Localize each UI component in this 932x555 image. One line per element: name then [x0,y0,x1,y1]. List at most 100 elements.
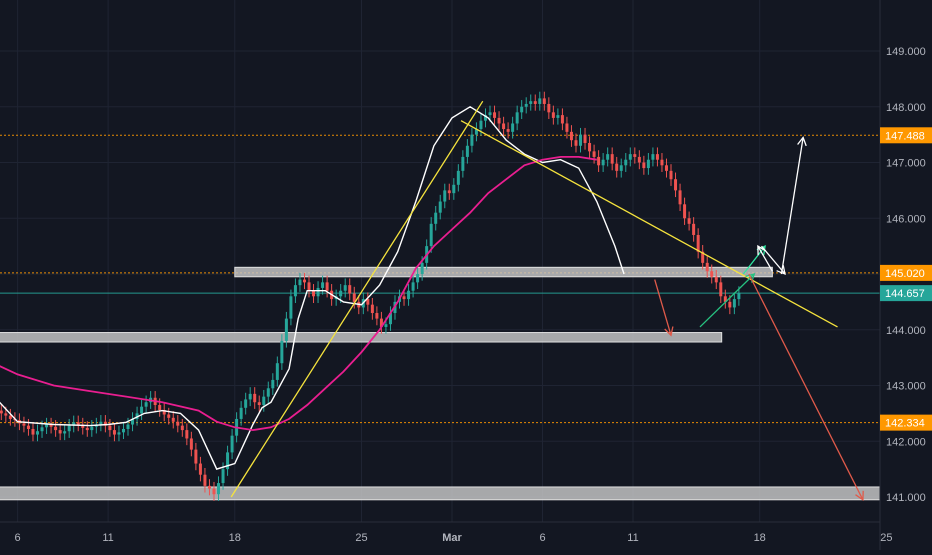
arrow-shaft[interactable] [654,279,672,336]
candle-body [488,112,492,116]
candle-body [407,290,411,300]
candle-body [420,262,424,274]
price-axis-labels: 147.488 145.020 144.657 142.334 [880,127,932,431]
candle-body [81,424,85,428]
candle-body [633,154,637,157]
candle-body [560,115,564,124]
candle-body [248,393,252,400]
arrow-shaft[interactable] [742,245,766,275]
candle-body [592,151,596,157]
candle-body [144,402,148,407]
candle-body [438,201,442,213]
candle-body [443,190,447,202]
candle-body [49,424,53,427]
candle-body [461,156,465,171]
candle-body [316,287,320,297]
y-tick-label: 147.000 [886,158,926,170]
candle-body [339,290,343,297]
candle-body [31,428,35,435]
candle-body [185,430,189,439]
candle-body [289,296,293,319]
x-tick-label: Mar [442,532,462,544]
zone-rectangle[interactable] [0,332,723,343]
zone-rectangle[interactable] [234,266,773,278]
candle-body [483,115,487,121]
price-label: 145.020 [885,268,925,280]
candle-body [366,299,370,305]
candle-body [674,179,678,191]
candle-body [293,285,297,297]
x-tick-label: 18 [754,532,766,544]
candle-body [452,184,456,194]
arrow-shaft[interactable] [761,245,786,275]
candle-body [416,274,420,283]
candle-body [719,282,723,297]
trendline[interactable] [230,100,484,498]
candle-body [176,421,180,426]
candle-body [22,423,26,426]
arrow-head[interactable] [745,273,756,283]
candle-body [402,296,406,300]
candle-body [538,98,542,104]
candle-body [244,399,248,408]
candle-body [275,363,279,380]
candle-body [257,402,261,406]
arrow-shaft[interactable] [699,273,755,328]
arrow-head[interactable] [855,490,864,502]
trendlines[interactable] [230,100,838,498]
candle-body [180,425,184,431]
candle-body [388,313,392,325]
candle-body [429,223,433,247]
candle-body [646,159,650,169]
candle-body [221,469,225,484]
candle-body [375,313,379,319]
candle-body [610,154,614,164]
projection-arrows[interactable] [654,136,864,502]
arrow-head[interactable] [664,326,674,337]
candle-body [67,425,71,432]
price-label-box [880,127,932,144]
x-tick-label: 6 [539,532,545,544]
candle-body [710,271,714,277]
candle-body [542,98,546,104]
candle-body [266,388,270,397]
candle-body [312,290,316,297]
candle-body [76,422,80,425]
candle-body [547,103,551,113]
candle-body [284,318,288,341]
arrow-head[interactable] [797,136,807,147]
candle-body [434,212,438,224]
candle-body [696,234,700,252]
horizontal-levels [0,134,880,424]
candle-body [103,421,107,426]
candle-body [239,407,243,419]
price-label-box [880,264,932,281]
arrow-shaft[interactable] [757,245,773,272]
candle-body [212,488,216,495]
zone-rectangle[interactable] [0,486,909,501]
support-resistance-zones[interactable] [0,266,909,501]
y-tick-label: 144.000 [886,325,926,337]
candle-body [628,154,632,160]
candle-body [569,131,573,141]
candle-body [714,276,718,283]
candle-body [207,485,211,489]
price-label: 144.657 [885,288,925,300]
candle-body [737,292,741,300]
candle-body [664,165,668,171]
candle-body [117,432,121,435]
arrow-shaft[interactable] [748,273,864,501]
candle-body [321,282,325,288]
time-axis-panel [0,522,880,550]
arrow-head[interactable] [757,244,766,256]
arrow-shaft[interactable] [780,137,804,275]
candle-body [40,427,44,432]
candle-body [352,293,356,302]
candle-body [493,112,497,118]
candle-body [99,421,103,425]
arrow-head[interactable] [776,265,786,276]
candle-body [298,279,302,286]
trendline[interactable] [460,120,838,328]
